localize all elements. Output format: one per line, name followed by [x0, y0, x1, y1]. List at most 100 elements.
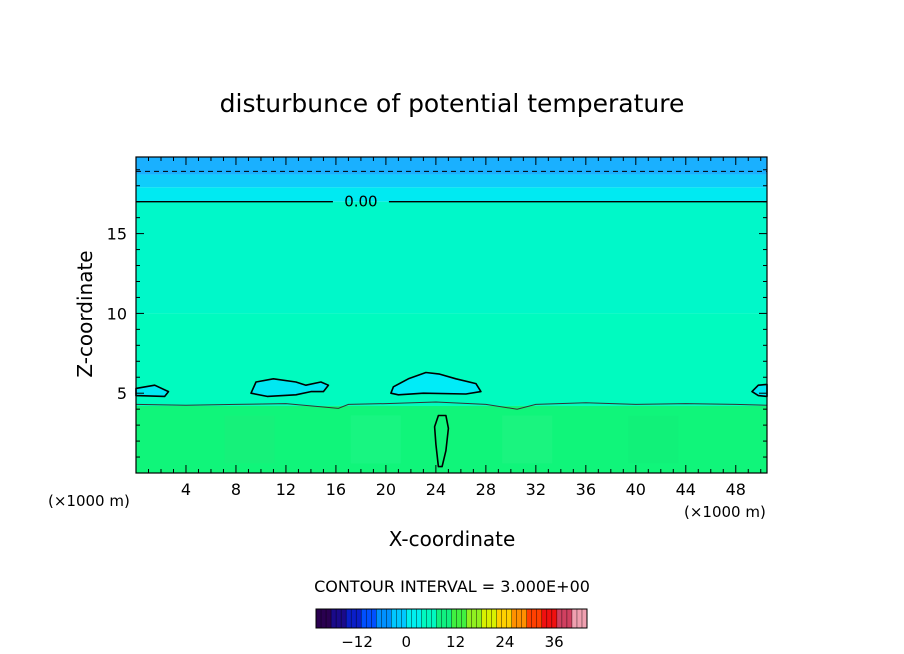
colorbar-swatch: [551, 608, 558, 629]
x-tick-label: 48: [726, 480, 746, 499]
colorbar-swatch: [521, 608, 528, 629]
x-tick-label: 44: [676, 480, 696, 499]
closed-contour: [433, 414, 450, 468]
layer-boundary-contour: [135, 401, 768, 410]
contour-interval-text: CONTOUR INTERVAL = 3.000E+00: [314, 577, 590, 596]
colorbar-swatch: [355, 608, 362, 629]
closed-contour: [250, 378, 330, 398]
colorbar-swatch: [531, 608, 538, 629]
x-tick-label: 8: [231, 480, 241, 499]
colorbar-swatch: [376, 608, 382, 629]
contour-lines: 0.00: [135, 156, 768, 474]
colorbar-swatch: [491, 608, 498, 629]
colorbar-swatch: [571, 608, 578, 629]
colorbar-tick-label: 36: [545, 633, 564, 651]
colorbar-swatch: [496, 608, 503, 629]
closed-contour: [390, 371, 482, 396]
colorbar-swatch: [461, 608, 468, 629]
plot-frame: [135, 156, 768, 474]
y-axis-label: Z-coordinate: [73, 250, 97, 377]
colorbar-swatch: [320, 608, 327, 629]
colorbar-swatch: [561, 608, 568, 629]
colorbar-swatch: [421, 608, 427, 629]
x-tick-label: 4: [181, 480, 191, 499]
colorbar-tick-label: 24: [495, 633, 514, 651]
color-layer: [136, 201, 767, 314]
x-unit-left: (×1000 m): [48, 492, 130, 510]
colorbar-swatch: [481, 608, 488, 629]
colorbar-swatch: [381, 608, 387, 629]
y-tick-label: 5: [117, 384, 127, 403]
colorbar-swatch: [501, 608, 508, 629]
colorbar-swatch: [411, 608, 417, 629]
colorbar-swatch: [456, 608, 463, 629]
colorbar-swatch: [441, 608, 447, 629]
colorbar-frame: [315, 608, 588, 629]
colorbar-swatch: [566, 608, 573, 629]
colorbar-tick-label: 0: [402, 633, 412, 651]
x-tick-label: 16: [326, 480, 346, 499]
x-tick-label: 32: [526, 480, 546, 499]
colorbar-swatch: [536, 608, 543, 629]
y-tick-label: 15: [107, 225, 127, 244]
colorbar-swatch: [360, 608, 367, 629]
colorbar-swatch: [506, 608, 513, 629]
colorbar-swatch: [556, 608, 563, 629]
y-axis: 5 10 15: [107, 169, 767, 458]
colorbar-swatch: [451, 608, 458, 629]
x-tick-label: 36: [576, 480, 596, 499]
color-cell: [628, 415, 679, 464]
y-tick-label: 10: [107, 304, 127, 323]
plot-area: [136, 157, 767, 473]
colorbar-swatch: [396, 608, 402, 629]
x-unit-right: (×1000 m): [684, 503, 766, 521]
colorbar-swatch: [476, 608, 483, 629]
colorbar-swatch: [325, 608, 332, 629]
colorbar-swatch: [446, 608, 452, 629]
colorbar-swatch: [365, 608, 372, 629]
colorbar-tick-label: 12: [446, 633, 465, 651]
colorbar-swatch: [511, 608, 518, 629]
colorbar-swatch: [345, 608, 352, 629]
colorbar-swatch: [350, 608, 357, 629]
color-cell: [502, 415, 553, 464]
colorbar-swatch: [546, 608, 553, 629]
colorbar-swatch: [371, 608, 377, 629]
x-tick-label: 28: [476, 480, 496, 499]
colorbar-swatch: [516, 608, 523, 629]
x-tick-label: 12: [276, 480, 296, 499]
colorbar-swatch: [406, 608, 412, 629]
color-layer: [136, 187, 767, 202]
colorbar-swatch: [401, 608, 407, 629]
color-layer: [136, 174, 767, 188]
colorbar-swatch: [541, 608, 548, 629]
colorbar-swatch: [330, 608, 337, 629]
colorbar-swatch: [340, 608, 347, 629]
x-axis: 4 8 12 16 20 24 28 32 36 40 44 48: [147, 157, 762, 499]
contour-label: 0.00: [344, 193, 377, 211]
colorbar-swatch: [426, 608, 432, 629]
colorbar-swatch: [486, 608, 493, 629]
colorbar-swatch: [466, 608, 473, 629]
colorbar-swatch: [526, 608, 533, 629]
colorbar-swatch: [471, 608, 478, 629]
colorbar-swatch: [416, 608, 422, 629]
x-tick-label: 40: [626, 480, 646, 499]
colorbar-swatch: [315, 608, 322, 629]
color-cell: [224, 415, 275, 464]
colorbar-swatch: [386, 608, 392, 629]
colorbar-swatch: [431, 608, 437, 629]
color-layer: [136, 157, 767, 175]
colorbar-tick-label: −12: [341, 633, 373, 651]
color-cell: [350, 415, 401, 464]
colorbar-swatch: [436, 608, 442, 629]
chart-title: disturbunce of potential temperature: [220, 89, 685, 118]
x-tick-label: 20: [376, 480, 396, 499]
x-axis-label: X-coordinate: [389, 527, 516, 551]
colorbar-swatch: [391, 608, 397, 629]
x-tick-label: 24: [426, 480, 446, 499]
colorbar-swatch: [576, 608, 583, 629]
colorbar-swatch: [335, 608, 342, 629]
colorbar: −12 0 12 24 36: [315, 608, 588, 651]
